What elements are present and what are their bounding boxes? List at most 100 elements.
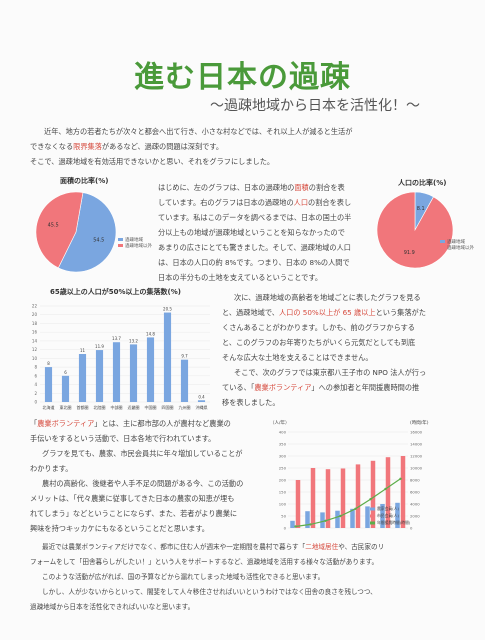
bar — [129, 344, 138, 402]
bar-farmer-members — [395, 502, 400, 528]
y-tick-label: 4 — [34, 382, 37, 387]
bar-data-label: 20.5 — [163, 307, 172, 312]
body-paragraph-3: 「農業ボランティア」とは、主に都市部の人が農村など農業の 手伝いをするという活動… — [30, 419, 244, 533]
legend-swatch — [370, 514, 375, 518]
bar — [112, 342, 121, 402]
y-tick-label: 2 — [34, 391, 37, 396]
bar-farmer-members — [305, 511, 310, 528]
line-point — [384, 487, 387, 491]
y-tick-left: 0 — [284, 526, 287, 531]
bar-citizen-members — [370, 460, 376, 528]
pie-slice-label: 54.5 — [93, 237, 104, 243]
pop-pie-legend: 過疎地域 過疎地域以外 — [440, 240, 474, 252]
y-tick-label: 16 — [32, 330, 38, 335]
y-tick-left: 300 — [279, 454, 287, 459]
y-tick-right: 4000 — [410, 502, 420, 507]
pie-slice — [57, 192, 117, 273]
pie-slice — [35, 191, 84, 269]
line-point — [309, 523, 312, 526]
y-tick-right: 10000 — [410, 466, 423, 471]
bar-farmer-members — [365, 506, 370, 528]
x-tick-label: 近畿圏 — [128, 404, 140, 410]
pie-slice-label: 91.9 — [404, 250, 415, 256]
y-tick-left: 200 — [279, 478, 287, 483]
bar-data-label: 13.2 — [129, 338, 138, 343]
x-tick-label: 九州圏 — [179, 404, 191, 410]
line-volunteer-hours — [295, 478, 401, 528]
bar-data-label: 8 — [47, 361, 50, 366]
population-pie-chart: 8.1 91.9 — [376, 191, 454, 269]
x-tick-label: 首都圏 — [77, 404, 89, 410]
x-tick-label: 四国圏 — [162, 404, 174, 410]
y-tick-right: 16000 — [410, 430, 423, 435]
y-tick-label: 14 — [32, 338, 38, 343]
y-axis-left-label: （人/年） — [270, 419, 290, 426]
y-tick-label: 6 — [34, 373, 37, 378]
bar-citizen-members — [355, 464, 361, 528]
bar-data-label: 9.7 — [181, 354, 188, 359]
y-tick-label: 10 — [32, 356, 38, 361]
y-axis-right-label: (時間/年) — [410, 419, 429, 426]
bar-farmer-members — [380, 504, 385, 528]
x-tick-label: 東北圏 — [60, 404, 72, 410]
elderly-bar-chart: 0 2 4 6 8 10 12 14 16 18 20 22 8 北海道 6 東北圏 11 首都圏 11.9 北陸圏 1… — [32, 304, 210, 410]
x-tick-label: 中国圏 — [145, 404, 157, 410]
y-tick-label: 0 — [34, 400, 37, 405]
pie-slice-label: 8.1 — [417, 206, 425, 212]
page-title: 進む日本の過疎 — [134, 60, 351, 95]
area-pie-title: 面積の比率(%) — [60, 177, 109, 185]
legend-label: 市民会員(人) — [377, 513, 399, 518]
pop-pie-title: 人口の比率(%) — [398, 179, 447, 187]
y-tick-right: 0 — [410, 526, 413, 531]
legend-label: 年間援農時間(時間) — [377, 520, 411, 525]
body-paragraph-2: 次に、過疎地域の高齢者を地域ごとに表したグラフを見る と、過疎地域で、人口の 5… — [222, 293, 427, 407]
bar-citizen-members — [340, 468, 346, 528]
body-paragraph-4: 最近では農業ボランティアだけでなく、都市に住む人が週末や一定期間を農村で暮らす「… — [30, 543, 385, 611]
bar-citizen-members — [325, 469, 331, 528]
y-tick-left: 100 — [279, 502, 287, 507]
bar-citizen-members — [385, 457, 391, 528]
body-paragraph-1: はじめに、左のグラフは、日本の過疎地の面積の割合を表 しています。右のグラフは日… — [158, 183, 352, 282]
line-point — [399, 477, 402, 480]
y-tick-left: 350 — [279, 442, 287, 447]
volunteer-combo-chart: （人/年） (時間/年)05010015020025030035040002000… — [270, 419, 429, 531]
bar — [180, 359, 189, 402]
y-tick-label: 18 — [32, 321, 38, 326]
bar — [146, 337, 155, 402]
elderly-bar-title: 65歳以上の人口が50%以上の集落数(%) — [50, 288, 181, 296]
bar-farmer-members — [350, 508, 355, 528]
bar — [78, 354, 87, 402]
pie-slice — [376, 191, 454, 269]
y-tick-right: 6000 — [410, 490, 420, 495]
x-tick-label: 北陸圏 — [94, 404, 106, 410]
y-tick-right: 12000 — [410, 454, 423, 459]
bar-data-label: 11 — [80, 348, 86, 353]
x-tick-label: 北海道 — [43, 404, 55, 410]
line-point — [369, 498, 372, 501]
line-point — [324, 519, 327, 522]
bar — [61, 375, 70, 402]
intro-paragraph: 近年、地方の若者たちが次々と都会へ出て行き、小さな村などでは、それ以上人が減ると… — [30, 127, 353, 166]
bar — [95, 350, 104, 402]
line-point — [294, 525, 297, 528]
pie-slice-label: 45.5 — [48, 223, 59, 229]
bar-farmer-members — [335, 510, 340, 528]
y-tick-left: 400 — [279, 430, 287, 435]
y-tick-left: 50 — [281, 514, 286, 519]
bar — [44, 367, 53, 402]
bar-data-label: 13.7 — [112, 336, 121, 341]
y-tick-left: 150 — [279, 490, 287, 495]
bar — [197, 400, 206, 402]
bar-farmer-members — [290, 520, 295, 528]
bar-data-label: 6 — [64, 370, 67, 375]
y-tick-label: 12 — [32, 347, 38, 352]
bar-data-label: 0.4 — [198, 394, 205, 399]
bar — [163, 312, 172, 402]
bar-farmer-members — [320, 512, 325, 528]
legend-label: 農家会員(人) — [377, 506, 399, 511]
line-point — [339, 514, 342, 518]
bar-data-label: 14.8 — [146, 331, 155, 336]
bar-citizen-members — [400, 456, 406, 528]
bar-citizen-members — [310, 468, 316, 528]
